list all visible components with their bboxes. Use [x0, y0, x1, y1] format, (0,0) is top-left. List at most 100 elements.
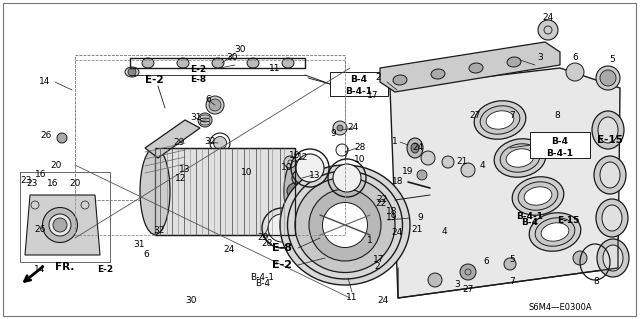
Text: 28: 28 [262, 239, 273, 248]
Text: 8: 8 [593, 278, 599, 286]
Ellipse shape [411, 143, 419, 153]
Text: 10: 10 [241, 168, 252, 177]
Ellipse shape [140, 147, 170, 234]
Text: B-4-1: B-4-1 [346, 87, 372, 97]
Text: B-4: B-4 [351, 76, 367, 85]
Ellipse shape [506, 149, 534, 167]
Ellipse shape [407, 138, 423, 158]
Text: B-4: B-4 [552, 137, 568, 146]
Text: FR.: FR. [55, 262, 74, 272]
Text: 27: 27 [462, 286, 474, 294]
Text: 9: 9 [330, 130, 335, 138]
Text: E-2: E-2 [145, 75, 163, 85]
Text: B-4: B-4 [522, 218, 538, 227]
Text: 30: 30 [185, 296, 196, 305]
Text: 31: 31 [134, 241, 145, 249]
Circle shape [57, 133, 67, 143]
Ellipse shape [603, 245, 623, 271]
Circle shape [600, 70, 616, 86]
Text: 4: 4 [479, 160, 485, 169]
Text: 13: 13 [309, 170, 321, 180]
Ellipse shape [212, 58, 224, 68]
Ellipse shape [177, 58, 189, 68]
Ellipse shape [529, 213, 581, 251]
Ellipse shape [42, 207, 77, 242]
Text: 7: 7 [509, 111, 515, 120]
Circle shape [566, 63, 584, 81]
Text: 5: 5 [509, 255, 515, 263]
Text: 8: 8 [554, 111, 559, 120]
Text: 14: 14 [39, 78, 51, 86]
Circle shape [460, 264, 476, 280]
Bar [330, 72, 388, 96]
Text: 21: 21 [412, 225, 423, 234]
Text: 32: 32 [153, 226, 164, 235]
Text: 11: 11 [269, 64, 281, 73]
Text: E-2: E-2 [272, 260, 292, 270]
Text: 17: 17 [367, 92, 379, 100]
Bar [155, 148, 295, 235]
Ellipse shape [507, 57, 521, 67]
Text: 24: 24 [348, 123, 358, 132]
Text: 3: 3 [537, 54, 543, 63]
Circle shape [442, 156, 454, 168]
Text: 1: 1 [367, 236, 372, 245]
Text: 30: 30 [234, 46, 246, 55]
Text: 10: 10 [281, 163, 292, 172]
Circle shape [209, 99, 221, 111]
Text: 17: 17 [373, 255, 385, 263]
Text: 6: 6 [143, 250, 148, 259]
Ellipse shape [280, 165, 410, 285]
Text: E-2: E-2 [97, 265, 114, 274]
Text: 18: 18 [392, 177, 404, 187]
Ellipse shape [474, 101, 526, 139]
Text: 13: 13 [179, 165, 190, 174]
Text: 16: 16 [35, 170, 46, 179]
Text: B-4-1: B-4-1 [547, 150, 573, 159]
Ellipse shape [295, 177, 395, 272]
Ellipse shape [296, 154, 324, 182]
Text: 2: 2 [375, 262, 380, 271]
Ellipse shape [323, 203, 367, 248]
Text: 6: 6 [205, 95, 211, 105]
Ellipse shape [512, 177, 564, 215]
Ellipse shape [486, 111, 514, 129]
Circle shape [461, 163, 475, 177]
Text: 2: 2 [375, 73, 381, 83]
Circle shape [538, 20, 558, 40]
Ellipse shape [125, 67, 139, 77]
Ellipse shape [210, 133, 230, 153]
Text: 3: 3 [455, 280, 460, 289]
Text: 24: 24 [412, 144, 424, 152]
Text: 21: 21 [456, 158, 468, 167]
Polygon shape [25, 195, 100, 255]
Polygon shape [380, 42, 560, 92]
Text: 16: 16 [47, 179, 59, 188]
Text: E-15: E-15 [597, 135, 623, 145]
Text: 5: 5 [609, 56, 615, 64]
Ellipse shape [49, 214, 71, 236]
Ellipse shape [309, 189, 381, 261]
Ellipse shape [333, 164, 361, 192]
Ellipse shape [282, 58, 294, 68]
Circle shape [53, 218, 67, 232]
Text: 22: 22 [376, 196, 388, 204]
Text: E-15: E-15 [557, 216, 579, 225]
Bar [530, 132, 590, 158]
Polygon shape [390, 68, 620, 298]
Ellipse shape [602, 205, 622, 231]
Circle shape [573, 251, 587, 265]
Circle shape [287, 183, 303, 199]
Text: 20: 20 [69, 179, 81, 188]
Text: 24: 24 [223, 245, 235, 254]
Text: 22: 22 [375, 199, 387, 208]
Text: B-4-1: B-4-1 [516, 212, 543, 221]
Ellipse shape [247, 58, 259, 68]
Ellipse shape [592, 111, 624, 149]
Ellipse shape [524, 187, 552, 205]
Circle shape [128, 68, 136, 76]
Text: 10: 10 [355, 155, 365, 165]
Ellipse shape [596, 199, 628, 237]
Text: 1: 1 [392, 137, 398, 146]
Bar [75, 60, 345, 235]
